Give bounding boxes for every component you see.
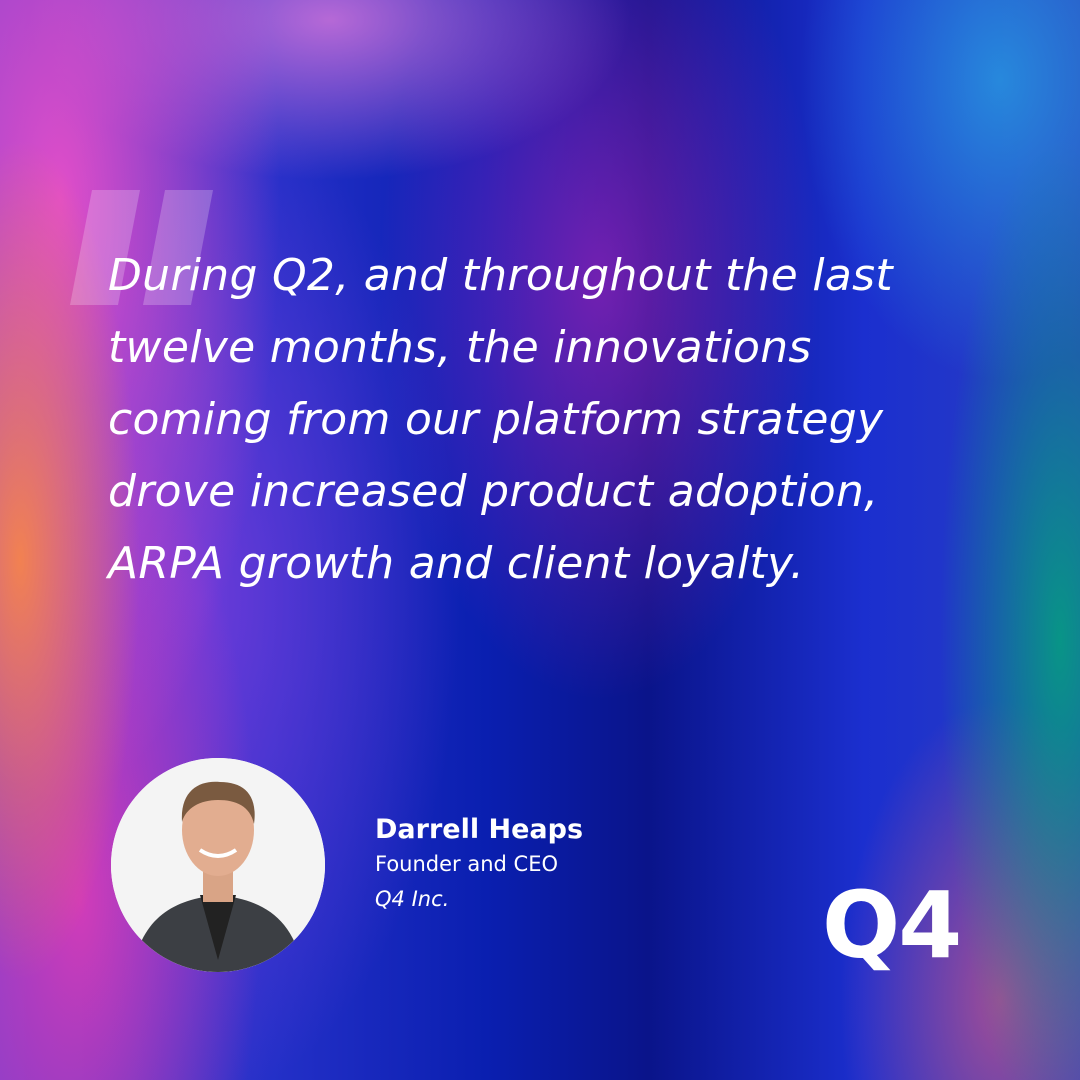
photo xyxy=(111,758,325,972)
quote-line: During Q2, and throughout the last xyxy=(108,250,893,301)
quote-line: drove increased product adoption, xyxy=(108,466,879,517)
quote-mark xyxy=(70,190,213,305)
person-name: Darrell Heaps xyxy=(375,814,584,845)
logo: Q4 xyxy=(822,872,962,979)
quote-line: coming from our platform strategy xyxy=(108,394,884,445)
quote-line: ARPA growth and client loyalty. xyxy=(108,538,805,589)
person-title: Founder and CEO xyxy=(375,852,559,876)
quote-line: twelve months, the innovations xyxy=(108,322,812,373)
person-company: Q4 Inc. xyxy=(375,887,450,911)
